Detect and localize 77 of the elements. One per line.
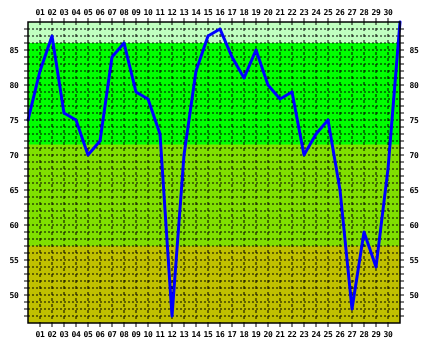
x2-tick-label: 27 bbox=[347, 330, 357, 339]
x2-tick-label: 20 bbox=[263, 330, 273, 339]
y-tick-label: 85 bbox=[9, 46, 19, 55]
y-tick-label: 60 bbox=[9, 221, 19, 230]
x2-tick-label: 05 bbox=[83, 330, 93, 339]
y2-tick-label: 60 bbox=[409, 221, 419, 230]
x2-tick-label: 16 bbox=[215, 330, 225, 339]
line-series bbox=[26, 20, 402, 318]
x-tick-label: 01 bbox=[35, 8, 45, 17]
y2-tick-label: 70 bbox=[409, 151, 419, 160]
y2-tick-label: 80 bbox=[409, 81, 419, 90]
x-tick-label: 09 bbox=[131, 8, 141, 17]
x-tick-label: 25 bbox=[323, 8, 333, 17]
x2-tick-label: 23 bbox=[299, 330, 309, 339]
x-tick-label: 20 bbox=[263, 8, 273, 17]
x2-tick-label: 19 bbox=[251, 330, 261, 339]
x2-tick-label: 03 bbox=[59, 330, 69, 339]
x-tick-label: 27 bbox=[347, 8, 357, 17]
x2-tick-label: 30 bbox=[383, 330, 393, 339]
x2-tick-label: 15 bbox=[203, 330, 213, 339]
x-tick-label: 03 bbox=[59, 8, 69, 17]
x-tick-label: 18 bbox=[239, 8, 249, 17]
x-tick-label: 13 bbox=[179, 8, 189, 17]
y-tick-label: 80 bbox=[9, 81, 19, 90]
x2-tick-label: 07 bbox=[107, 330, 117, 339]
x-tick-label: 30 bbox=[383, 8, 393, 17]
y-tick-label: 50 bbox=[9, 291, 19, 300]
x2-tick-label: 08 bbox=[119, 330, 129, 339]
x2-tick-label: 04 bbox=[71, 330, 81, 339]
x2-tick-label: 02 bbox=[47, 330, 57, 339]
x-tick-label: 29 bbox=[371, 8, 381, 17]
x2-tick-label: 13 bbox=[179, 330, 189, 339]
x-tick-label: 05 bbox=[83, 8, 93, 17]
x2-tick-label: 12 bbox=[167, 330, 177, 339]
x-tick-label: 17 bbox=[227, 8, 237, 17]
x-tick-label: 19 bbox=[251, 8, 261, 17]
x-tick-label: 06 bbox=[95, 8, 105, 17]
x2-tick-label: 14 bbox=[191, 330, 201, 339]
y2-tick-label: 75 bbox=[409, 116, 419, 125]
x-tick-label: 02 bbox=[47, 8, 57, 17]
x2-tick-label: 01 bbox=[35, 330, 45, 339]
x2-tick-label: 24 bbox=[311, 330, 321, 339]
y-tick-label: 75 bbox=[9, 116, 19, 125]
x-tick-label: 08 bbox=[119, 8, 129, 17]
x2-tick-label: 09 bbox=[131, 330, 141, 339]
x2-tick-label: 25 bbox=[323, 330, 333, 339]
y-tick-label: 65 bbox=[9, 186, 19, 195]
x2-tick-label: 17 bbox=[227, 330, 237, 339]
x-tick-label: 22 bbox=[287, 8, 297, 17]
x-tick-label: 26 bbox=[335, 8, 345, 17]
x-tick-label: 16 bbox=[215, 8, 225, 17]
x2-tick-label: 11 bbox=[155, 330, 165, 339]
x-tick-label: 11 bbox=[155, 8, 165, 17]
x-tick-label: 24 bbox=[311, 8, 321, 17]
x-tick-label: 10 bbox=[143, 8, 153, 17]
x-tick-label: 12 bbox=[167, 8, 177, 17]
x2-tick-label: 29 bbox=[371, 330, 381, 339]
x2-tick-label: 06 bbox=[95, 330, 105, 339]
y-tick-label: 55 bbox=[9, 256, 19, 265]
x-tick-label: 23 bbox=[299, 8, 309, 17]
x2-tick-label: 10 bbox=[143, 330, 153, 339]
y-tick-label: 70 bbox=[9, 151, 19, 160]
x-tick-label: 21 bbox=[275, 8, 285, 17]
x2-tick-label: 22 bbox=[287, 330, 297, 339]
x-tick-label: 15 bbox=[203, 8, 213, 17]
x2-tick-label: 26 bbox=[335, 330, 345, 339]
x2-tick-label: 21 bbox=[275, 330, 285, 339]
x2-tick-label: 28 bbox=[359, 330, 369, 339]
y2-tick-label: 65 bbox=[409, 186, 419, 195]
x-tick-label: 28 bbox=[359, 8, 369, 17]
y2-tick-label: 85 bbox=[409, 46, 419, 55]
y2-tick-label: 55 bbox=[409, 256, 419, 265]
x-tick-label: 14 bbox=[191, 8, 201, 17]
x-tick-label: 07 bbox=[107, 8, 117, 17]
y2-tick-label: 50 bbox=[409, 291, 419, 300]
x2-tick-label: 18 bbox=[239, 330, 249, 339]
x-tick-label: 04 bbox=[71, 8, 81, 17]
